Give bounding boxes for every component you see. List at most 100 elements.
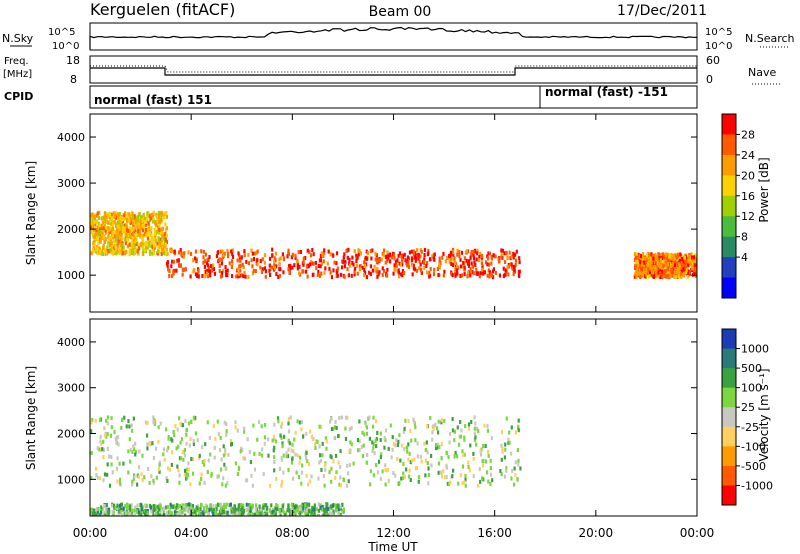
heatmap-cell bbox=[464, 477, 467, 482]
heatmap-cell bbox=[420, 270, 423, 275]
heatmap-cell bbox=[369, 248, 372, 253]
heatmap-cell bbox=[429, 416, 432, 421]
colorbar-swatch bbox=[722, 154, 736, 176]
heatmap-cell bbox=[219, 274, 223, 279]
heatmap-cell bbox=[267, 437, 270, 442]
heatmap-cell bbox=[337, 503, 340, 508]
heatmap-cell bbox=[164, 505, 168, 510]
heatmap-cell bbox=[108, 454, 111, 459]
heatmap-cell bbox=[230, 249, 233, 254]
heatmap-cell bbox=[689, 255, 693, 260]
heatmap-cell bbox=[98, 418, 102, 423]
heatmap-cell bbox=[692, 255, 696, 260]
heatmap-cell bbox=[125, 225, 129, 230]
heatmap-cell bbox=[151, 235, 154, 240]
heatmap-cell bbox=[128, 424, 131, 429]
heatmap-cell bbox=[663, 274, 666, 279]
heatmap-cell bbox=[90, 224, 93, 229]
heatmap-cell bbox=[330, 466, 333, 471]
heatmap-cell bbox=[473, 260, 476, 265]
heatmap-cell bbox=[479, 251, 482, 256]
heatmap-cell bbox=[120, 425, 123, 430]
heatmap-cell bbox=[119, 225, 122, 230]
heatmap-cell bbox=[96, 509, 99, 514]
heatmap-cell bbox=[423, 257, 426, 262]
heatmap-cell bbox=[99, 439, 102, 444]
heatmap-cell bbox=[382, 252, 385, 257]
heatmap-cell bbox=[94, 509, 98, 514]
heatmap-cell bbox=[162, 251, 166, 256]
heatmap-cell bbox=[384, 428, 388, 433]
heatmap-cell bbox=[99, 476, 102, 481]
colorbar-swatch bbox=[722, 257, 736, 279]
heatmap-cell bbox=[678, 264, 681, 269]
heatmap-cell bbox=[372, 442, 375, 447]
heatmap-cell bbox=[174, 508, 177, 513]
heatmap-cell bbox=[312, 436, 315, 441]
heatmap-cell bbox=[166, 514, 169, 516]
heatmap-cell bbox=[662, 264, 665, 269]
heatmap-cell bbox=[149, 505, 152, 510]
heatmap-cell bbox=[223, 420, 226, 425]
heatmap-cell bbox=[240, 508, 243, 513]
heatmap-cell bbox=[436, 267, 439, 272]
heatmap-cell bbox=[394, 443, 397, 448]
heatmap-cell bbox=[403, 474, 407, 479]
heatmap-cell bbox=[200, 477, 203, 482]
heatmap-cell bbox=[174, 513, 177, 516]
heatmap-cell bbox=[501, 449, 504, 454]
heatmap-cell bbox=[427, 466, 430, 471]
heatmap-cell bbox=[487, 251, 490, 256]
heatmap-cell bbox=[104, 219, 107, 224]
heatmap-cell bbox=[132, 218, 135, 223]
heatmap-cell bbox=[454, 450, 457, 455]
y-tick-label: 1000 bbox=[57, 473, 85, 486]
heatmap-cell bbox=[306, 248, 309, 253]
heatmap-cell bbox=[320, 271, 323, 276]
heatmap-cell bbox=[90, 221, 93, 226]
heatmap-cell bbox=[498, 259, 501, 264]
heatmap-cell bbox=[146, 421, 149, 426]
heatmap-cell bbox=[249, 506, 252, 511]
heatmap-cell bbox=[119, 232, 122, 237]
heatmap-cell bbox=[194, 431, 198, 436]
heatmap-cell bbox=[408, 250, 412, 255]
heatmap-cell bbox=[260, 511, 263, 516]
heatmap-cell bbox=[319, 264, 322, 269]
x-tick-label: 00:00 bbox=[680, 526, 715, 540]
heatmap-cell bbox=[464, 483, 467, 488]
heatmap-cell bbox=[417, 252, 420, 257]
heatmap-cell bbox=[181, 450, 184, 455]
heatmap-cell bbox=[299, 511, 302, 516]
heatmap-cell bbox=[384, 468, 387, 473]
heatmap-cell bbox=[348, 257, 351, 262]
heatmap-cell bbox=[240, 513, 243, 516]
heatmap-cell bbox=[150, 226, 153, 231]
heatmap-cell bbox=[361, 265, 364, 270]
heatmap-cell bbox=[96, 246, 99, 251]
heatmap-cell bbox=[314, 445, 317, 450]
x-tick-label: 16:00 bbox=[477, 526, 512, 540]
heatmap-cell bbox=[300, 481, 303, 486]
heatmap-cell bbox=[118, 481, 122, 486]
heatmap-cell bbox=[659, 257, 662, 262]
heatmap-cell bbox=[371, 440, 374, 445]
heatmap-cell bbox=[257, 420, 261, 425]
heatmap-cell bbox=[110, 425, 113, 430]
heatmap-cell bbox=[299, 506, 302, 511]
heatmap-cell bbox=[670, 267, 673, 272]
heatmap-cell bbox=[240, 255, 243, 260]
heatmap-cell bbox=[140, 233, 143, 238]
heatmap-cell bbox=[459, 420, 462, 425]
heatmap-cell bbox=[678, 258, 681, 263]
heatmap-cell bbox=[111, 226, 114, 231]
heatmap-cell bbox=[118, 227, 121, 232]
heatmap-cell bbox=[415, 268, 419, 273]
heatmap-cell bbox=[258, 504, 261, 509]
heatmap-cell bbox=[364, 423, 368, 428]
heatmap-cell bbox=[518, 260, 521, 265]
heatmap-cell bbox=[190, 457, 193, 462]
heatmap-cell bbox=[681, 273, 684, 278]
heatmap-cell bbox=[466, 274, 469, 279]
heatmap-cell bbox=[383, 435, 386, 440]
